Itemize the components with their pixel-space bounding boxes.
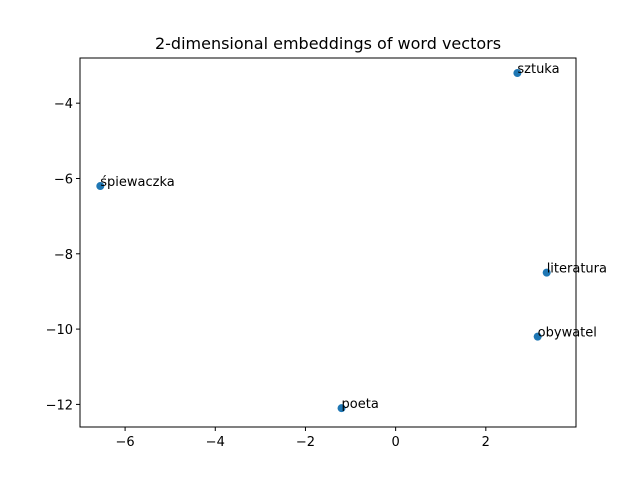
y-tick-label: −10: [46, 323, 73, 338]
point-label: poeta: [342, 397, 379, 412]
data-points: [96, 69, 551, 413]
y-axis: −4 −6 −8 −10 −12: [46, 97, 80, 413]
point-label: obywatel: [538, 326, 597, 341]
point-labels: sztuka śpiewaczka literatura obywatel poeta: [100, 62, 607, 412]
y-tick-label: −8: [54, 248, 73, 263]
x-tick-label: 2: [482, 435, 490, 450]
data-point: [533, 332, 542, 341]
data-point: [96, 182, 105, 191]
x-tick-label: −6: [116, 435, 135, 450]
point-label: literatura: [547, 262, 607, 277]
y-tick-label: −12: [46, 398, 73, 413]
x-tick-label: −4: [206, 435, 225, 450]
x-tick-label: 0: [391, 435, 399, 450]
chart-title: 2-dimensional embeddings of word vectors: [155, 34, 501, 53]
y-tick-label: −4: [54, 97, 73, 112]
data-point: [513, 69, 522, 78]
point-label: sztuka: [517, 62, 559, 77]
x-tick-label: −2: [296, 435, 315, 450]
point-label: śpiewaczka: [100, 175, 174, 190]
data-point: [337, 404, 346, 413]
x-axis: −6 −4 −2 0 2: [116, 427, 490, 450]
y-tick-label: −6: [54, 172, 73, 187]
axes-frame: [79, 57, 577, 428]
data-point: [542, 268, 551, 277]
